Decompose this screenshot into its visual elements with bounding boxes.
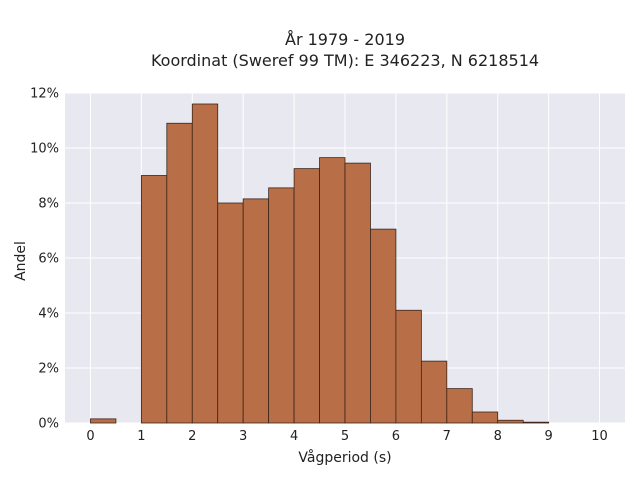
histogram-bar [344, 162, 371, 424]
histogram-bar [319, 157, 346, 424]
x-tick-label: 2 [188, 429, 196, 444]
x-tick-label: 0 [86, 429, 94, 444]
bars [90, 103, 550, 424]
x-tick-label: 5 [341, 429, 349, 444]
chart-subtitle: Koordinat (Sweref 99 TM): E 346223, N 62… [151, 51, 539, 70]
histogram-bar [268, 187, 295, 424]
histogram-bar [471, 411, 499, 424]
x-tick-label: 4 [290, 429, 298, 444]
y-tick-label: 6% [38, 252, 59, 267]
y-tick-label: 2% [38, 362, 59, 377]
x-axis-label: Vågperiod (s) [298, 449, 391, 466]
histogram-bar [395, 309, 422, 424]
histogram-bar [166, 122, 193, 424]
histogram-bar [420, 360, 448, 424]
x-tick-label: 3 [239, 429, 247, 444]
x-axis-ticks: 0 1 2 3 4 5 6 7 8 9 10 [86, 429, 608, 444]
histogram-bar [370, 228, 397, 424]
x-tick-label: 10 [591, 429, 608, 444]
histogram-bar [90, 418, 117, 424]
x-tick-label: 1 [137, 429, 145, 444]
histogram-bar [446, 388, 473, 424]
y-tick-label: 10% [30, 142, 59, 157]
y-tick-label: 4% [38, 307, 59, 322]
x-tick-label: 6 [392, 429, 400, 444]
y-tick-label: 8% [38, 197, 59, 212]
x-tick-label: 8 [494, 429, 502, 444]
histogram-bar [191, 103, 219, 424]
chart-title: År 1979 - 2019 [285, 30, 405, 49]
histogram-bar [242, 198, 270, 424]
y-axis-ticks: 0% 2% 4% 6% 8% 10% 12% [30, 87, 59, 432]
x-tick-label: 9 [544, 429, 552, 444]
x-tick-label: 7 [443, 429, 451, 444]
histogram-bar [140, 175, 168, 424]
y-tick-label: 0% [38, 417, 59, 432]
y-tick-label: 12% [30, 87, 59, 102]
histogram-bar [497, 419, 524, 424]
histogram-bar [293, 168, 320, 424]
histogram-bar [217, 202, 244, 424]
y-axis-label: Andel [13, 241, 29, 281]
histogram-bar [522, 421, 550, 424]
